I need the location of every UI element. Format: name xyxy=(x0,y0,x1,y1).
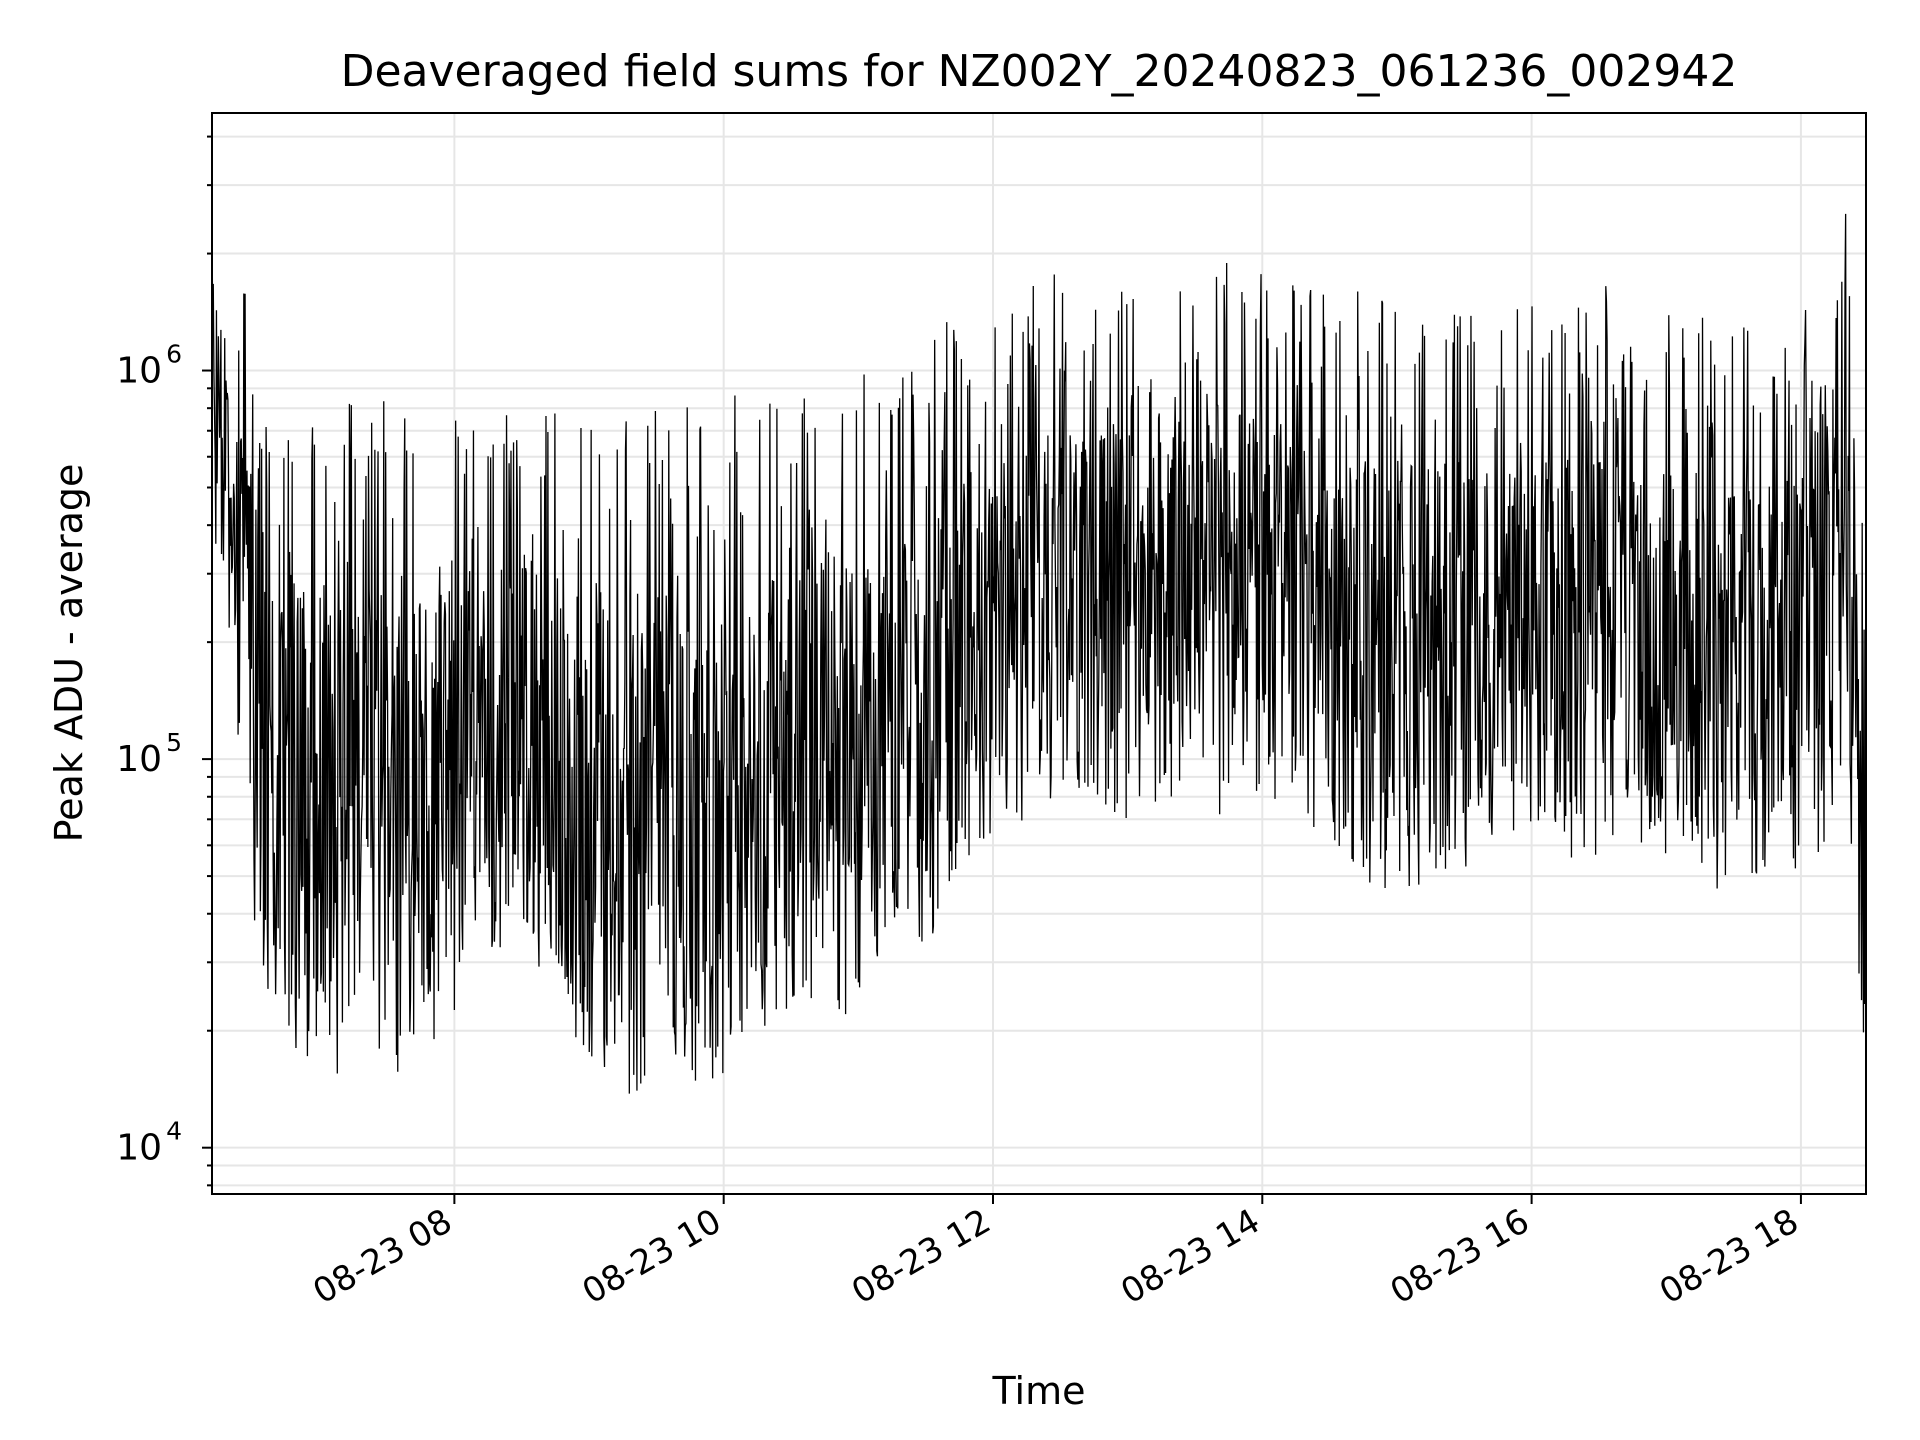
x-tick-label: 08-23 12 xyxy=(845,1201,997,1312)
x-tick-label: 08-23 14 xyxy=(1114,1201,1266,1312)
chart-title: Deaveraged field sums for NZ002Y_2024082… xyxy=(341,46,1738,97)
y-tick-base: 10 xyxy=(116,1128,162,1169)
series-line xyxy=(211,213,1867,1094)
axis-layer: 08-23 08 08-23 10 08-23 12 08-23 14 08-23 16… xyxy=(116,135,1805,1312)
y-axis-label: Peak ADU - average xyxy=(47,464,91,843)
y-tick-exponent: 6 xyxy=(166,340,182,369)
x-axis-label: Time xyxy=(992,1369,1086,1413)
x-tick-label: 08-23 10 xyxy=(576,1201,728,1312)
y-tick-base: 10 xyxy=(116,351,162,392)
y-tick-label: 10 xyxy=(116,351,162,392)
plot-frame xyxy=(211,112,1867,1195)
x-tick-label: 08-23 08 xyxy=(306,1201,458,1312)
y-tick-base: 10 xyxy=(116,739,162,780)
y-tick-exponent: 4 xyxy=(166,1117,182,1146)
x-tick-label: 08-23 16 xyxy=(1384,1201,1536,1312)
x-tick-label: 08-23 18 xyxy=(1653,1201,1805,1312)
y-tick-label: 10 xyxy=(116,739,162,780)
series-layer xyxy=(211,213,1867,1094)
y-tick-label: 10 xyxy=(116,1128,162,1169)
y-tick-exponent: 5 xyxy=(166,728,182,757)
